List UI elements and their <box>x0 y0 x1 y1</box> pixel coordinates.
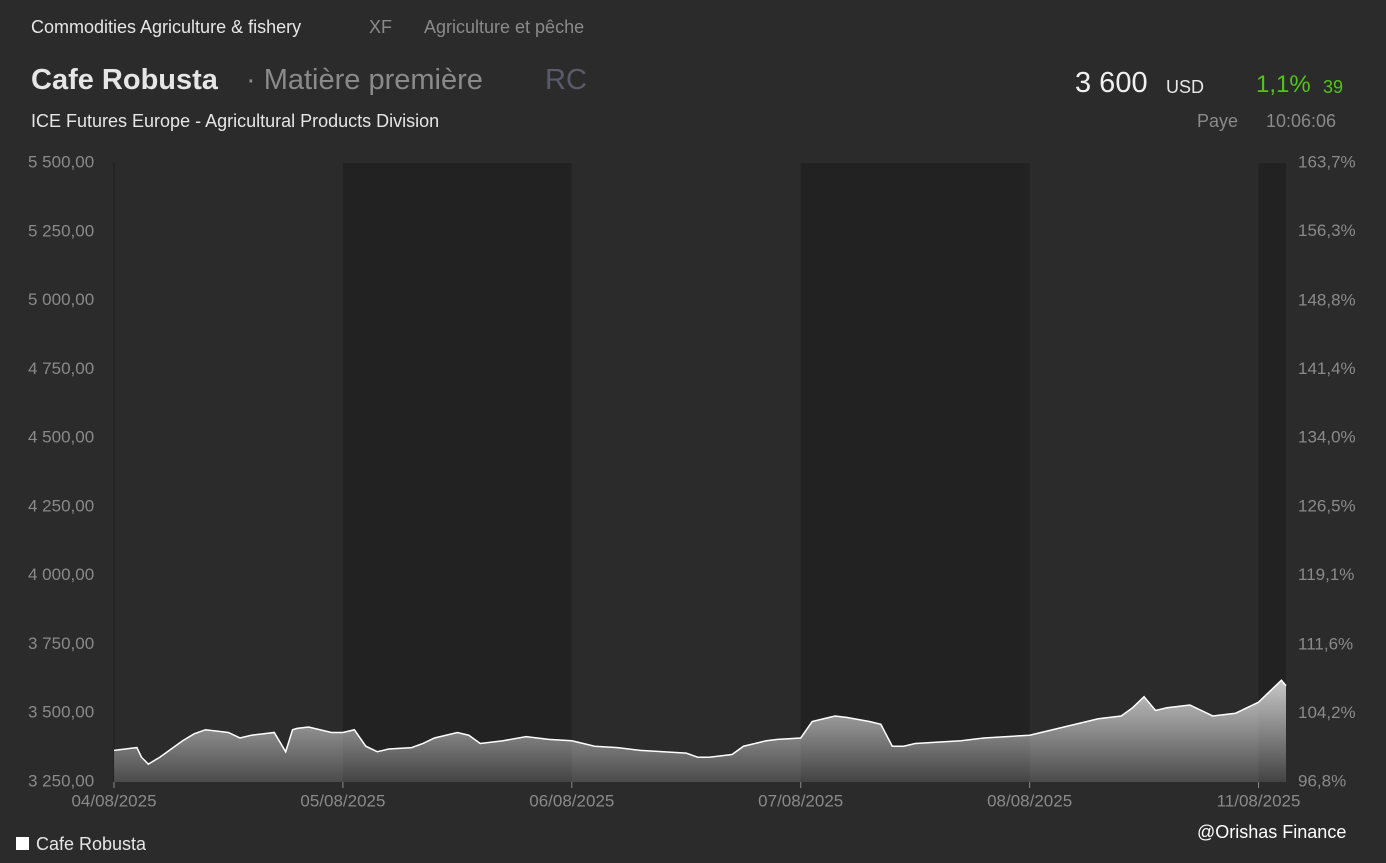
change-pct: 1,1% <box>1256 71 1311 98</box>
instrument-name: Cafe Robusta <box>31 64 218 96</box>
y2-tick-label: 126,5% <box>1298 497 1356 516</box>
x-tick-label: 05/08/2025 <box>300 791 385 810</box>
x-tick-label: 07/08/2025 <box>758 791 843 810</box>
symbol: RC <box>545 64 587 96</box>
instrument-kind: · Matière première <box>246 64 483 96</box>
price: 3 600 <box>1075 67 1148 99</box>
y2-tick-label: 111,6% <box>1298 635 1353 654</box>
y-tick-label: 5 500,00 <box>28 152 94 171</box>
x-tick-label: 08/08/2025 <box>987 791 1072 810</box>
y2-tick-label: 156,3% <box>1298 221 1356 240</box>
country: Paye <box>1197 111 1239 131</box>
sector[interactable]: Agriculture et pêche <box>424 17 585 37</box>
watermark: @Orishas Finance <box>1197 822 1347 842</box>
x-tick-label: 04/08/2025 <box>71 791 156 810</box>
category[interactable]: Commodities Agriculture & fishery <box>31 17 302 37</box>
day-band <box>800 163 1030 782</box>
y-tick-label: 5 000,00 <box>28 290 94 309</box>
y-tick-label: 3 500,00 <box>28 703 94 722</box>
y-tick-label: 4 500,00 <box>28 428 94 447</box>
legend-label[interactable]: Cafe Robusta <box>36 834 147 854</box>
x-tick-label: 11/08/2025 <box>1217 791 1301 810</box>
day-band <box>1258 163 1286 782</box>
y2-tick-label: 119,1% <box>1298 565 1354 584</box>
day-band <box>342 163 572 782</box>
y2-tick-label: 163,7% <box>1298 152 1356 171</box>
legend-swatch <box>16 837 29 850</box>
y-tick-label: 4 250,00 <box>28 496 94 515</box>
currency: USD <box>1166 77 1205 97</box>
y-tick-label: 5 250,00 <box>28 221 94 240</box>
y-tick-label: 4 750,00 <box>28 359 94 378</box>
y2-tick-label: 134,0% <box>1298 427 1356 446</box>
y-tick-label: 3 750,00 <box>28 634 94 653</box>
y2-tick-label: 141,4% <box>1298 359 1356 378</box>
change: 39 <box>1323 77 1344 97</box>
y-tick-label: 4 000,00 <box>28 565 94 584</box>
exchange: ICE Futures Europe - Agricultural Produc… <box>31 111 440 131</box>
y-tick-label: 3 250,00 <box>28 771 94 790</box>
x-tick-label: 06/08/2025 <box>529 791 614 810</box>
y2-tick-label: 148,8% <box>1298 290 1356 309</box>
y2-tick-label: 96,8% <box>1298 771 1346 790</box>
y2-tick-label: 104,2% <box>1298 703 1356 722</box>
line <box>113 679 1287 766</box>
area <box>114 680 1286 782</box>
time: 10:06:06 <box>1266 111 1337 131</box>
code[interactable]: XF <box>369 17 393 37</box>
